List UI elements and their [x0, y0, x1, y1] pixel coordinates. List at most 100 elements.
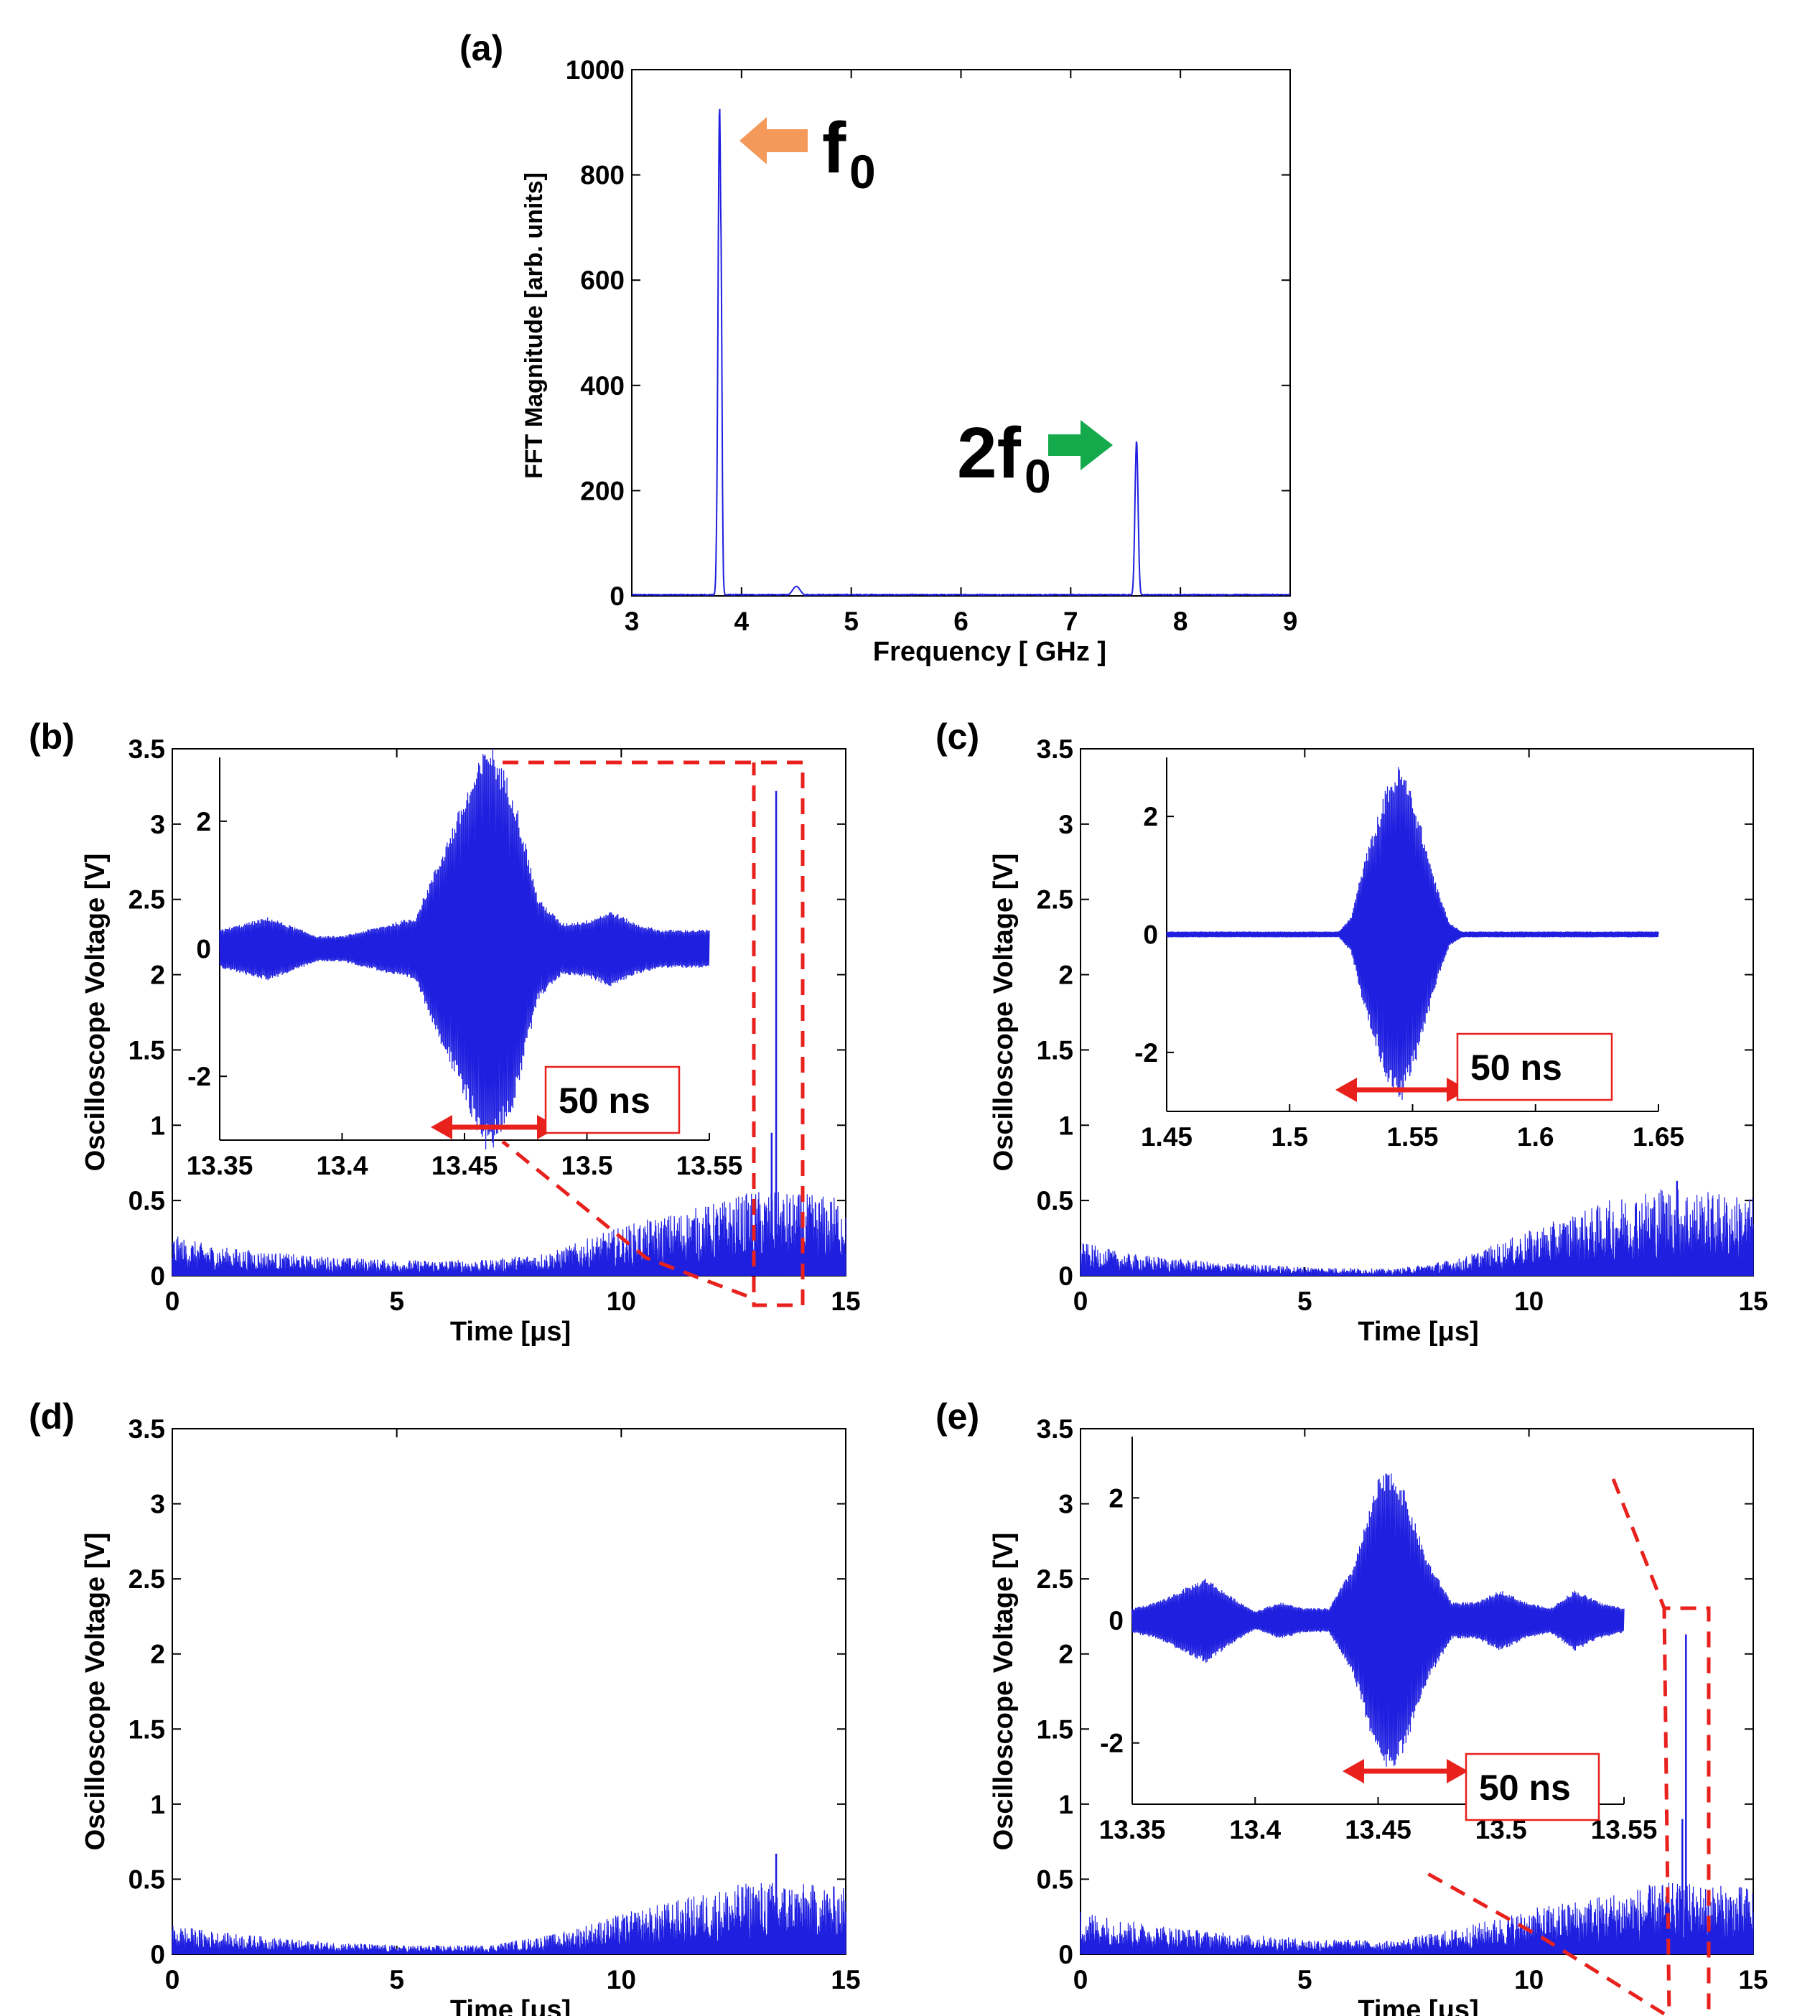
panel-d-frame	[172, 1428, 846, 1955]
panel-b-xtick-label: 0	[165, 1287, 180, 1316]
panel-c-xtick-label: 5	[1297, 1287, 1312, 1316]
panel-a-ytick-label: 1000	[566, 55, 625, 85]
panel-c-ytick-label: 2	[1058, 961, 1073, 990]
panel-e-ytick-label: 0.5	[1037, 1865, 1073, 1894]
panel-d-ytick-label: 3	[150, 1490, 165, 1519]
panel-b-ytick-label: 2.5	[129, 885, 165, 915]
panel-e-ylabel: Oscilloscope Voltage [V]	[989, 1533, 1019, 1851]
panel-b-xtick-label: 10	[607, 1287, 636, 1316]
panel-e-xtick-label: 0	[1073, 1965, 1088, 1994]
panel-c-ytick-label: 0.5	[1037, 1186, 1073, 1215]
panel-e-ytick-label: 1.5	[1037, 1714, 1073, 1744]
2f0-label-sub: 0	[1025, 449, 1051, 503]
panel-c-inset-trace	[1166, 767, 1659, 1100]
panel-c-inset: 1.45 1.5 1.55 1.6 1.65 -2 0 2 50 ns	[1134, 757, 1684, 1152]
panel-d-ytick-label: 0.5	[129, 1865, 165, 1894]
panel-c: (c) 0 5 10 15 0 0.5 1 1.5 2 2.5 3 3.5 Time [μs] Oscill…	[935, 717, 1768, 1347]
panel-e: (e) 0 5 10 15 0 0.5 1 1.5 2 2.5 3 3.5 Time [μs] Oscill…	[935, 1396, 1768, 2016]
panel-a-ylabel: FFT Magnitude [arb. units]	[521, 172, 548, 479]
panel-c-ytick-label: 3.5	[1037, 734, 1073, 764]
panel-e-scale-arrow-head-left	[1343, 1759, 1364, 1783]
panel-b-inset-ytick-label: 2	[196, 807, 211, 836]
panel-a-xtick-label: 5	[844, 607, 859, 636]
panel-e-xtick-label: 5	[1297, 1965, 1312, 1994]
2f0-arrow	[1048, 420, 1113, 470]
panel-e-ytick-label: 3	[1058, 1490, 1073, 1519]
panel-a-spectrum	[631, 108, 1291, 597]
panel-e-zoom-lines	[1420, 1478, 1711, 2016]
panel-c-trace	[1080, 1189, 1754, 1277]
panel-d-ytick-label: 0	[150, 1940, 165, 1969]
panel-e-trace	[1080, 1882, 1754, 1955]
panel-c-inset-xtick-label: 1.6	[1517, 1122, 1554, 1152]
panel-b-zoom-lines	[501, 760, 805, 1307]
panel-b-inset-xtick-label: 13.5	[561, 1151, 612, 1180]
panel-c-inset-xtick-label: 1.65	[1633, 1122, 1684, 1152]
panel-a-xtick-label: 6	[953, 607, 969, 636]
panel-d-label: (d)	[29, 1396, 75, 1437]
panel-e-scale-arrow-head-right	[1447, 1759, 1468, 1783]
panel-a-ytick-label: 200	[580, 476, 625, 505]
panel-b: (b) 0 5 10 15 0 0.5 1 1.5 2 2.5 3 3.5 Time [μs] Oscill…	[29, 717, 861, 1347]
panel-e-inset-xtick-label: 13.45	[1345, 1815, 1411, 1844]
panel-c-ytick-label: 2.5	[1037, 885, 1073, 915]
panel-b-ytick-label: 1.5	[129, 1035, 165, 1065]
panel-c-inset-xtick-label: 1.55	[1386, 1122, 1438, 1152]
panel-b-xtick-label: 15	[831, 1287, 860, 1316]
panel-b-xtick-label: 5	[389, 1287, 404, 1316]
panel-d-ytick-label: 3.5	[129, 1414, 165, 1444]
panel-e-scale-box	[1465, 1753, 1600, 1821]
panel-e-ytick-label: 0	[1058, 1940, 1073, 1969]
panel-d-xtick-label: 15	[831, 1965, 860, 1994]
panel-a: (a) 3 4 5 6 7 8 9 0 200 400 600 800 1000 Frequency [ G…	[459, 28, 1297, 667]
panel-c-inset-xtick-label: 1.5	[1271, 1122, 1308, 1152]
f0-label-base: f	[822, 108, 846, 188]
panel-c-scale-label: 50 ns	[1470, 1047, 1562, 1088]
panel-d-ytick-label: 1.5	[129, 1714, 165, 1744]
panel-c-ytick-label: 3	[1058, 810, 1073, 839]
panel-b-ytick-label: 0.5	[129, 1186, 165, 1215]
panel-a-ytick-label: 400	[580, 371, 625, 401]
panel-b-inset-ytick-label: 0	[196, 935, 211, 964]
panel-a-xtick-label: 3	[625, 607, 640, 636]
panel-b-inset: 13.35 13.4 13.45 13.5 13.55 -2 0 2 50 ns	[187, 748, 743, 1180]
panel-a-ytick-label: 600	[580, 266, 625, 295]
panel-c-ylabel: Oscilloscope Voltage [V]	[989, 854, 1019, 1172]
panel-d-xtick-label: 0	[165, 1965, 180, 1994]
panel-d-ylabel: Oscilloscope Voltage [V]	[80, 1533, 111, 1851]
panel-e-xlabel: Time [μs]	[1358, 1995, 1478, 2016]
panel-e-ytick-label: 3.5	[1037, 1414, 1073, 1444]
panel-b-ytick-label: 2	[150, 961, 165, 990]
panel-c-ytick-label: 0	[1058, 1261, 1073, 1291]
panel-b-trace	[172, 1192, 846, 1277]
panel-b-ytick-label: 3	[150, 810, 165, 839]
panel-c-label: (c)	[935, 717, 979, 757]
panel-a-label: (a)	[459, 28, 503, 68]
panel-d-trace	[172, 1882, 846, 1955]
panel-c-xtick-label: 10	[1514, 1287, 1544, 1316]
panel-d-ytick-label: 2	[150, 1640, 165, 1669]
panel-b-ytick-label: 0	[150, 1261, 165, 1291]
panel-e-label: (e)	[935, 1396, 979, 1437]
panel-e-inset-ytick-label: 0	[1109, 1606, 1124, 1635]
panel-c-scale-arrow-head-left	[1335, 1078, 1357, 1102]
panel-c-xlabel: Time [μs]	[1358, 1317, 1478, 1347]
panel-b-inset-xtick-label: 13.55	[676, 1151, 743, 1180]
panel-e-xtick-label: 15	[1738, 1965, 1768, 1994]
panel-e-inset-xtick-label: 13.35	[1099, 1815, 1166, 1844]
panel-d-ytick-label: 1	[150, 1790, 165, 1819]
panel-b-scale-box	[544, 1065, 681, 1134]
panel-a-xtick-label: 9	[1283, 607, 1298, 636]
panel-a-ytick-label: 0	[610, 582, 625, 611]
panel-c-xtick-label: 15	[1738, 1287, 1768, 1316]
panel-e-inset-trace	[1131, 1473, 1625, 1767]
panel-c-ytick-label: 1.5	[1037, 1035, 1073, 1065]
panel-d: (d) 0 5 10 15 0 0.5 1 1.5 2 2.5 3 3.5 Time [μs] Oscill…	[29, 1396, 861, 2016]
panel-b-inset-xtick-label: 13.4	[316, 1151, 368, 1180]
panel-e-inset-xtick-label: 13.4	[1229, 1815, 1281, 1844]
panel-c-xtick-label: 0	[1073, 1287, 1088, 1316]
panel-c-inset-ytick-label: 0	[1143, 920, 1158, 950]
panel-d-ytick-label: 2.5	[129, 1564, 165, 1594]
